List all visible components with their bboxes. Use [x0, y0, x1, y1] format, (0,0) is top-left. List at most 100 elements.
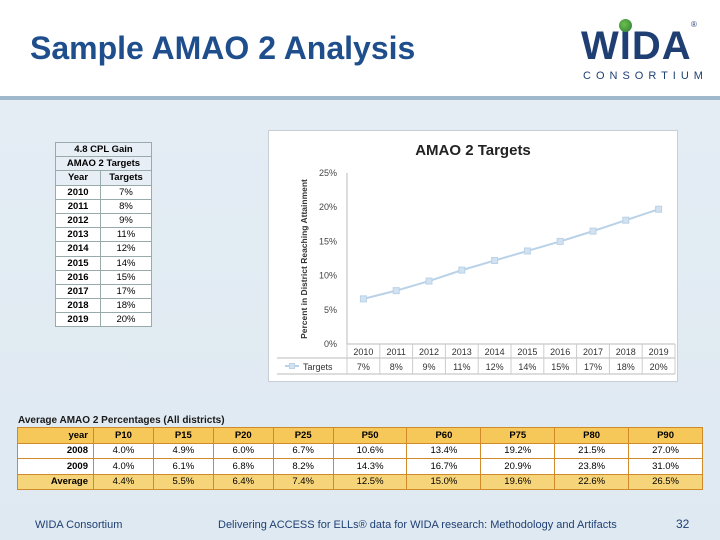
- data-table-value: 9%: [422, 362, 435, 372]
- column-header: P25: [272, 427, 334, 444]
- targets-table-title1: 4.8 CPL Gain: [55, 141, 152, 158]
- table-cell: 4.9%: [152, 442, 214, 459]
- table-cell: 6.0%: [212, 442, 274, 459]
- table-cell: 13.4%: [406, 442, 482, 459]
- table-cell: 23.8%: [554, 458, 630, 475]
- y-tick-label: 15%: [319, 236, 337, 246]
- table-cell: 2009: [17, 458, 94, 475]
- chart-panel: AMAO 2 Targets Percent in District Reachi…: [268, 130, 678, 382]
- y-tick-label: 0%: [324, 339, 337, 349]
- table-cell: 19.6%: [480, 473, 556, 490]
- globe-icon: [619, 19, 632, 32]
- data-point: [523, 247, 531, 255]
- chart-title: AMAO 2 Targets: [415, 142, 531, 159]
- table-cell: 19.2%: [480, 442, 556, 459]
- column-header: P90: [628, 427, 703, 444]
- column-header: year: [17, 427, 94, 444]
- table-cell: 26.5%: [628, 473, 703, 490]
- x-tick-label: 2017: [583, 347, 603, 357]
- data-table-value: 14%: [518, 362, 536, 372]
- table-cell: 4.0%: [93, 442, 154, 459]
- table-header-row: year P10 P15 P20 P25 P50 P60 P75 P80 P90: [17, 427, 703, 444]
- targets-table: 4.8 CPL Gain AMAO 2 Targets Year Targets…: [55, 141, 152, 328]
- data-point: [491, 257, 499, 265]
- x-tick-label: 2013: [452, 347, 472, 357]
- data-table-value: 18%: [617, 362, 635, 372]
- y-axis-label: Percent in District Reaching Attainment: [299, 179, 309, 339]
- table-row: 2010 7%: [55, 184, 152, 200]
- x-tick-label: 2019: [649, 347, 669, 357]
- data-point: [425, 277, 433, 285]
- percentages-table: year P10 P15 P20 P25 P50 P60 P75 P80 P90 2008 4.0% 4…: [17, 427, 703, 490]
- table-row: 2008 4.0% 4.9% 6.0% 6.7% 10.6% 13.4% 19.2% 21.5%…: [17, 442, 703, 459]
- table-cell: 14.3%: [332, 458, 408, 475]
- table-row: 2014 12%: [55, 241, 152, 257]
- table-row: 2012 9%: [55, 212, 152, 229]
- percentages-table-title: Average AMAO 2 Percentages (All district…: [18, 415, 225, 426]
- column-header: P10: [93, 427, 154, 444]
- table-row: 2018 18%: [55, 298, 152, 314]
- table-cell: 4.4%: [93, 473, 154, 490]
- table-row: 2016 15%: [55, 269, 152, 285]
- legend-label: Targets: [303, 362, 333, 372]
- data-table-value: 12%: [486, 362, 504, 372]
- y-tick-label: 10%: [319, 271, 337, 281]
- table-cell: 12.5%: [332, 473, 408, 490]
- table-cell: 22.6%: [554, 473, 630, 490]
- header-divider: [0, 96, 720, 100]
- table-row: 2013 11%: [55, 227, 152, 243]
- page-title: Sample AMAO 2 Analysis: [30, 30, 416, 66]
- column-header: P60: [406, 427, 482, 444]
- table-row: 2009 4.0% 6.1% 6.8% 8.2% 14.3% 16.7% 20.9% 23.8%…: [17, 458, 703, 475]
- table-cell: 7.4%: [272, 473, 334, 490]
- logo-word: WIDA: [581, 24, 692, 68]
- data-point: [589, 227, 597, 235]
- x-tick-label: 2011: [387, 347, 406, 357]
- data-point: [458, 266, 466, 274]
- data-point: [359, 295, 367, 303]
- data-point: [622, 216, 630, 224]
- data-table-value: 11%: [453, 362, 470, 372]
- column-header: P80: [554, 427, 630, 444]
- table-cell: 20.9%: [480, 458, 556, 475]
- col-year: Year: [55, 170, 101, 186]
- x-tick-label: 2014: [485, 347, 505, 357]
- table-cell: 6.1%: [152, 458, 214, 475]
- table-row: 2019 20%: [55, 312, 152, 328]
- table-cell: 21.5%: [554, 442, 630, 459]
- table-cell: 15.0%: [406, 473, 482, 490]
- targets-table-title2: AMAO 2 Targets: [55, 156, 152, 172]
- table-cell: 31.0%: [628, 458, 703, 475]
- table-cell: 27.0%: [628, 442, 703, 459]
- logo-registered: ®: [691, 20, 697, 29]
- data-table-value: 15%: [551, 362, 569, 372]
- footer-left: WIDA Consortium: [35, 519, 123, 531]
- table-row: 2017 17%: [55, 283, 152, 300]
- data-point: [392, 287, 400, 295]
- y-tick-label: 20%: [319, 202, 337, 212]
- table-cell: 5.5%: [152, 473, 214, 490]
- table-cell: 6.7%: [272, 442, 334, 459]
- col-targets: Targets: [100, 170, 152, 186]
- column-header: P20: [212, 427, 274, 444]
- data-point: [655, 205, 663, 213]
- y-tick-label: 25%: [319, 168, 337, 178]
- table-row: Average 4.4% 5.5% 6.4% 7.4% 12.5% 15.0% 19.6% 22…: [17, 473, 703, 490]
- legend-marker: [289, 363, 295, 369]
- table-cell: 6.8%: [212, 458, 274, 475]
- table-cell: 4.0%: [93, 458, 154, 475]
- x-tick-label: 2018: [616, 347, 636, 357]
- data-table-value: 8%: [390, 362, 403, 372]
- data-table-value: 17%: [584, 362, 602, 372]
- data-table-value: 20%: [650, 362, 668, 372]
- x-tick-label: 2015: [517, 347, 537, 357]
- series-line: [363, 208, 659, 300]
- table-cell: Average: [17, 473, 94, 490]
- data-table-value: 7%: [357, 362, 370, 372]
- table-cell: 10.6%: [332, 442, 408, 459]
- x-tick-label: 2010: [353, 347, 373, 357]
- x-tick-label: 2016: [550, 347, 570, 357]
- table-row: 2015 14%: [55, 255, 152, 271]
- column-header: P15: [152, 427, 214, 444]
- column-header: P50: [332, 427, 408, 444]
